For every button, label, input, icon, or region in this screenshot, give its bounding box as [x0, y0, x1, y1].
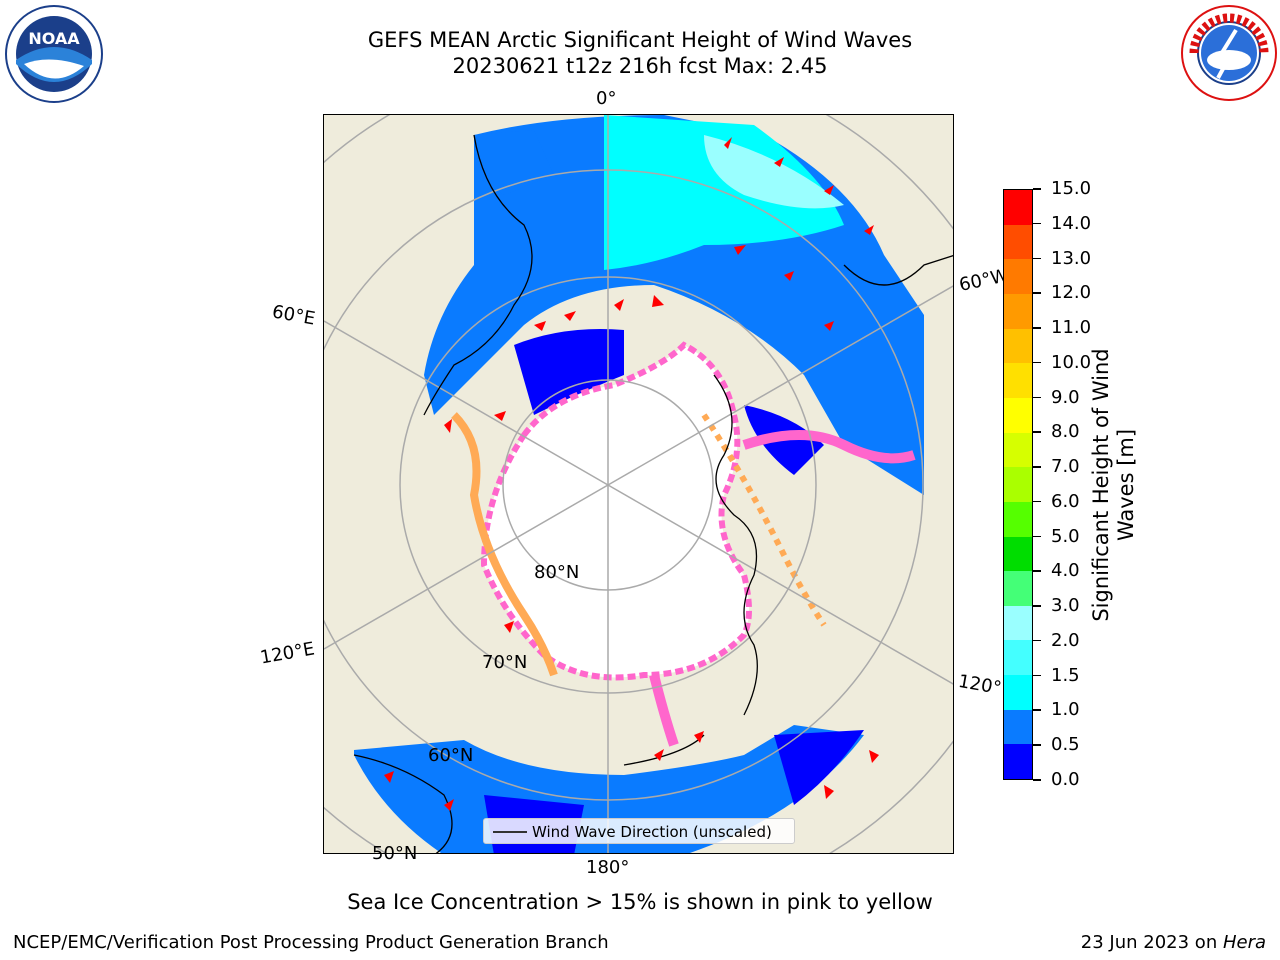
footer-credit: NCEP/EMC/Verification Post Processing Pr…	[13, 932, 609, 953]
colorbar-segment	[1004, 605, 1032, 641]
colorbar-segment	[1004, 432, 1032, 468]
colorbar-tick-label: 3.0	[1033, 597, 1080, 615]
nws-logo	[1180, 4, 1278, 102]
colorbar-tick-label: 14.0	[1032, 214, 1091, 233]
meridian-label-180: 180°	[586, 857, 630, 878]
polar-map	[323, 114, 954, 854]
colorbar-tick-label: 0.0	[1033, 771, 1080, 789]
colorbar-segment	[1004, 709, 1032, 745]
colorbar-segment	[1004, 328, 1032, 364]
colorbar-segment	[1004, 363, 1032, 398]
svg-text:NOAA: NOAA	[28, 29, 80, 48]
wind-wave-arrows	[384, 137, 879, 811]
colorbar-tick-label: 12.0	[1032, 284, 1091, 302]
colorbar-segment	[1004, 571, 1032, 606]
colorbar-segment	[1004, 640, 1032, 676]
colorbar-tick-label: 5.0	[1033, 527, 1080, 546]
colorbar-segment	[1004, 190, 1032, 225]
colorbar-segment	[1004, 224, 1032, 260]
footer-date: 23 Jun 2023 on Hera	[1080, 932, 1266, 953]
parallel-label-70n: 70°N	[482, 652, 528, 673]
parallel-label-80n: 80°N	[534, 562, 580, 583]
colorbar-tick-label: 0.5	[1033, 736, 1080, 754]
noaa-logo: NOAA	[4, 4, 104, 104]
colorbar-tick-label: 1.5	[1033, 666, 1080, 685]
colorbar-segment	[1004, 501, 1032, 537]
colorbar-tick-label: 8.0	[1033, 423, 1080, 441]
colorbar-segment	[1004, 536, 1032, 572]
colorbar-segment	[1004, 467, 1032, 502]
colorbar-tick-label: 11.0	[1032, 319, 1091, 337]
sea-ice-region	[451, 341, 916, 747]
colorbar-segment	[1004, 294, 1032, 329]
colorbar-segment	[1004, 675, 1032, 710]
colorbar-tick-label: 1.0	[1033, 701, 1080, 719]
colorbar-tick-label: 2.0	[1033, 631, 1080, 650]
parallel-label-50n: 50°N	[372, 843, 418, 864]
map-legend: Wind Wave Direction (unscaled)	[483, 818, 795, 844]
colorbar-tick-label: 13.0	[1032, 249, 1091, 268]
graticule	[324, 115, 953, 853]
meridian-label-120e: 120°E	[258, 638, 317, 669]
polar-map-svg	[324, 115, 953, 853]
sea-ice-note: Sea Ice Concentration > 15% is shown in …	[347, 890, 933, 914]
colorbar-segment	[1004, 744, 1032, 779]
colorbar-tick-label: 9.0	[1033, 388, 1080, 407]
meridian-label-0: 0°	[596, 88, 617, 109]
colorbar-label: Significant Height of Wind Waves [m]	[1089, 348, 1138, 622]
colorbar-tick-label: 10.0	[1032, 353, 1091, 372]
parallel-label-60n: 60°N	[428, 745, 474, 766]
chart-title: GEFS MEAN Arctic Significant Height of W…	[367, 28, 913, 52]
colorbar-tick-label: 15.0	[1032, 180, 1091, 198]
colorbar-tick-label: 4.0	[1033, 562, 1080, 580]
colorbar-segment	[1004, 397, 1032, 433]
footer-host: Hera	[1222, 932, 1266, 953]
legend-line	[493, 831, 527, 833]
meridian-label-60e: 60°E	[270, 301, 317, 330]
colorbar-tick-label: 6.0	[1033, 492, 1080, 511]
colorbar-segment	[1004, 259, 1032, 295]
colorbar	[1003, 189, 1033, 780]
chart-subtitle: 20230621 t12z 216h fcst Max: 2.45	[452, 54, 828, 78]
colorbar-tick-label: 7.0	[1033, 458, 1080, 476]
legend-label: Wind Wave Direction (unscaled)	[532, 823, 772, 841]
